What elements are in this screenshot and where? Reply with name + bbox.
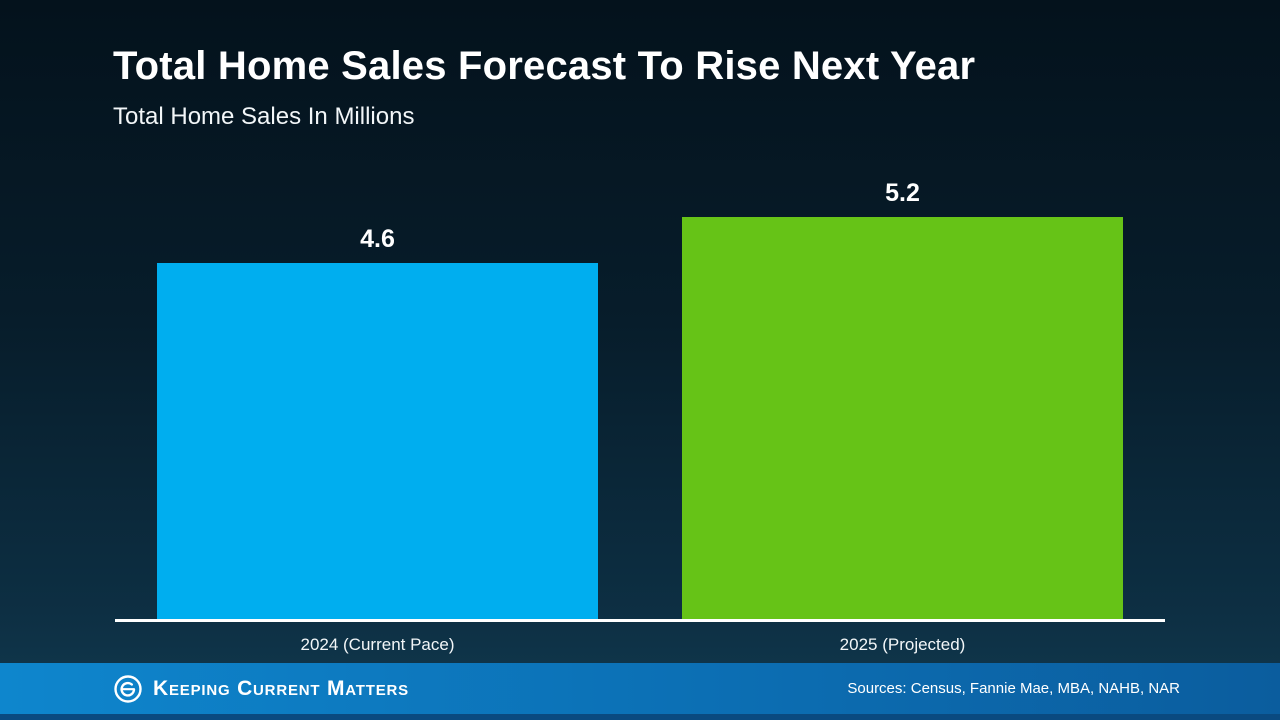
bar-group-2024: 4.6 xyxy=(115,225,640,619)
page-title: Total Home Sales Forecast To Rise Next Y… xyxy=(113,44,976,88)
bar-2024 xyxy=(157,263,598,619)
bar-group-2025: 5.2 xyxy=(640,179,1165,619)
bar-chart: 4.6 5.2 2024 (Current Pace) 2025 (Projec… xyxy=(115,160,1165,655)
page-subtitle: Total Home Sales In Millions xyxy=(113,103,415,130)
brand: Keeping Current Matters xyxy=(113,674,409,704)
x-axis-label-2025: 2025 (Projected) xyxy=(839,635,966,654)
x-axis-labels: 2024 (Current Pace) 2025 (Projected) xyxy=(115,622,1165,655)
bar-value-label-2024: 4.6 xyxy=(360,225,395,253)
sources-text: Sources: Census, Fannie Mae, MBA, NAHB, … xyxy=(847,680,1180,697)
bar-value-label-2025: 5.2 xyxy=(885,179,920,207)
chart-header: Total Home Sales Forecast To Rise Next Y… xyxy=(113,44,1180,131)
plot-area: 4.6 5.2 xyxy=(115,160,1165,622)
footer-bar: Keeping Current Matters Sources: Census,… xyxy=(0,663,1280,720)
kcm-logo-icon xyxy=(113,674,143,704)
bar-2025 xyxy=(682,217,1123,619)
brand-name: Keeping Current Matters xyxy=(153,676,409,700)
x-axis-label-2024: 2024 (Current Pace) xyxy=(300,635,455,654)
